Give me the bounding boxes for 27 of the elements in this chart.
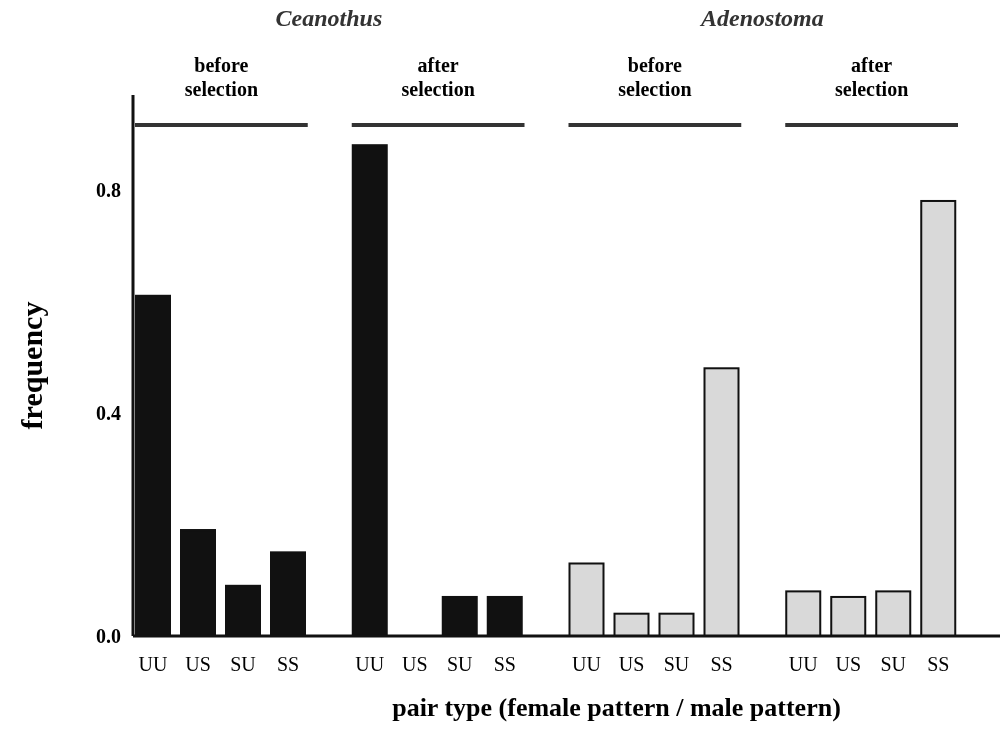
x-tick-label: SU [230,653,257,675]
x-tick-label: SS [493,653,516,675]
y-axis-title: frequency [15,301,48,430]
x-tick-label: UU [355,653,385,675]
x-axis-title: pair type (female pattern / male pattern) [392,693,841,722]
x-tick-label: SU [880,653,907,675]
x-tick-label: SS [276,653,300,675]
x-tick-label: UU [788,653,819,675]
x-tick-label: US [835,653,862,675]
x-tick-label: US [618,653,645,675]
x-tick-label: SU [663,653,690,675]
x-tick-label: SS [927,653,950,675]
text: Adenostoma [699,5,824,31]
x-tick-label: UU [138,653,168,675]
y-tick-label: 0.8 [96,178,121,201]
annotation: after selection [834,54,909,100]
text: Ceanothus [275,5,383,31]
x-tick-label: US [185,653,211,675]
y-tick-label: 0.4 [96,401,121,424]
annotation: before selection [618,54,692,100]
annotation: before selection [184,54,259,100]
x-tick-label: SS [710,653,733,675]
annotation: after selection [401,54,475,100]
x-tick-label: US [401,653,428,675]
x-tick-label: UU [572,653,602,675]
x-tick-label: SU [446,653,474,675]
y-tick-label: 0.0 [96,625,121,647]
